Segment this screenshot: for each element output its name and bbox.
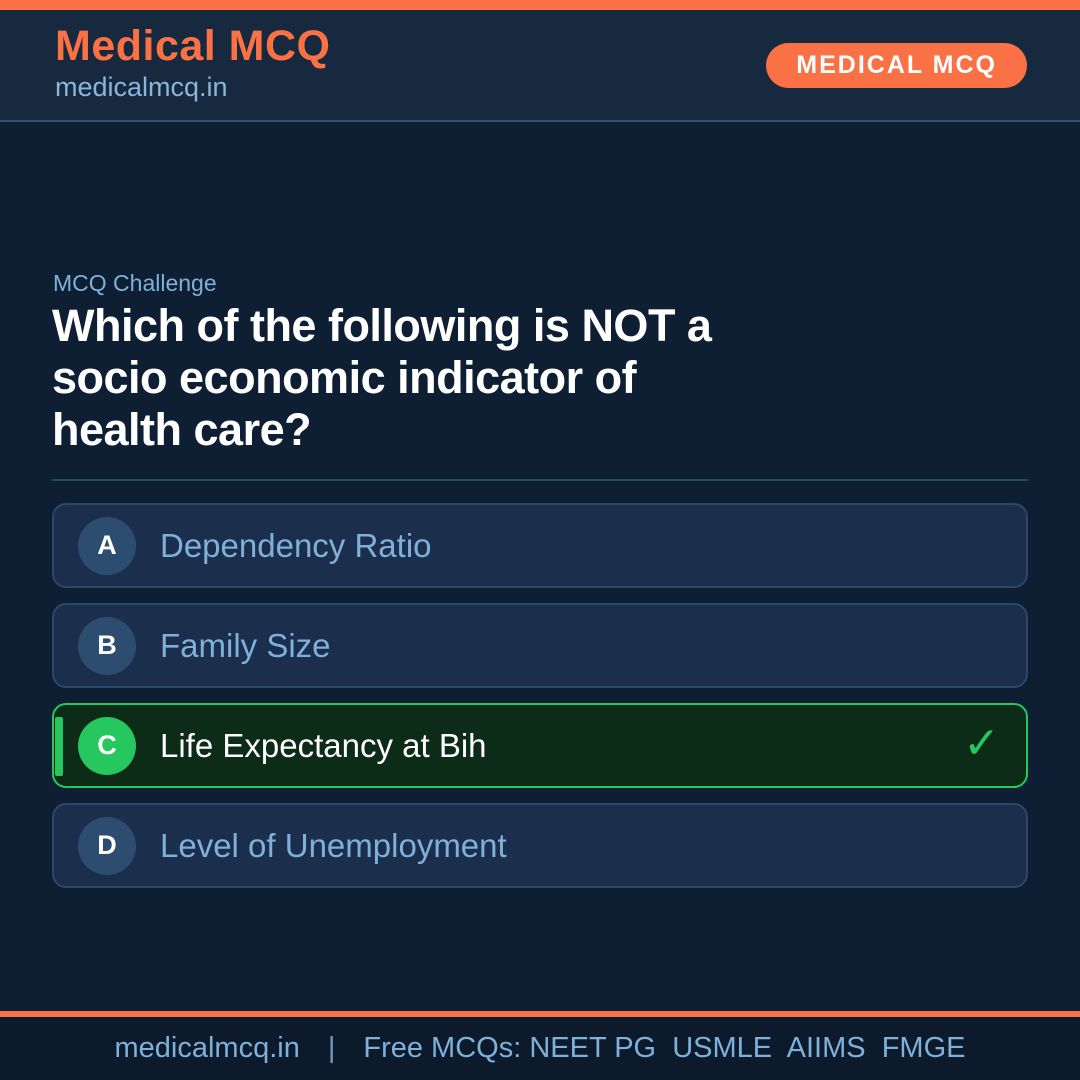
option-c-label: Life Expectancy at Bih: [160, 726, 487, 764]
option-d-label: Level of Unemployment: [160, 826, 507, 864]
option-b-label: Family Size: [160, 626, 331, 664]
option-b[interactable]: B Family Size: [52, 603, 1028, 688]
brand: Medical MCQ medicalmcq.in: [55, 22, 331, 103]
footer-tagline: Free MCQs: NEET PG USMLE AIIMS FMGE: [363, 1032, 966, 1064]
check-icon: ✓: [963, 718, 1000, 768]
option-d-letter-badge: D: [78, 816, 136, 875]
question-divider: [52, 479, 1028, 481]
question-eyebrow: MCQ Challenge: [53, 270, 217, 296]
brand-subtitle: medicalmcq.in: [55, 72, 228, 103]
option-a-letter-badge: A: [78, 516, 136, 575]
options-list: A Dependency Ratio B Family Size C Life …: [52, 503, 1028, 903]
header: Medical MCQ medicalmcq.in MEDICAL MCQ: [0, 10, 1080, 122]
option-c-letter-badge: C: [78, 716, 136, 775]
footer-site: medicalmcq.in: [114, 1032, 300, 1064]
question-text: Which of the following is NOT a socio ec…: [52, 300, 712, 456]
footer-accent-bar: [0, 1011, 1080, 1017]
top-accent-bar: [0, 0, 1080, 10]
footer: medicalmcq.in | Free MCQs: NEET PG USMLE…: [0, 1017, 1080, 1080]
option-b-letter-badge: B: [78, 616, 136, 675]
option-d[interactable]: D Level of Unemployment: [52, 803, 1028, 888]
footer-separator: |: [327, 1032, 336, 1064]
option-a-label: Dependency Ratio: [160, 526, 432, 564]
brand-title: Medical MCQ: [55, 22, 331, 70]
brand-badge: MEDICAL MCQ: [766, 43, 1027, 88]
option-a[interactable]: A Dependency Ratio: [52, 503, 1028, 588]
option-c-selected[interactable]: C Life Expectancy at Bih ✓: [52, 703, 1028, 788]
selected-accent-bar: [55, 717, 63, 776]
